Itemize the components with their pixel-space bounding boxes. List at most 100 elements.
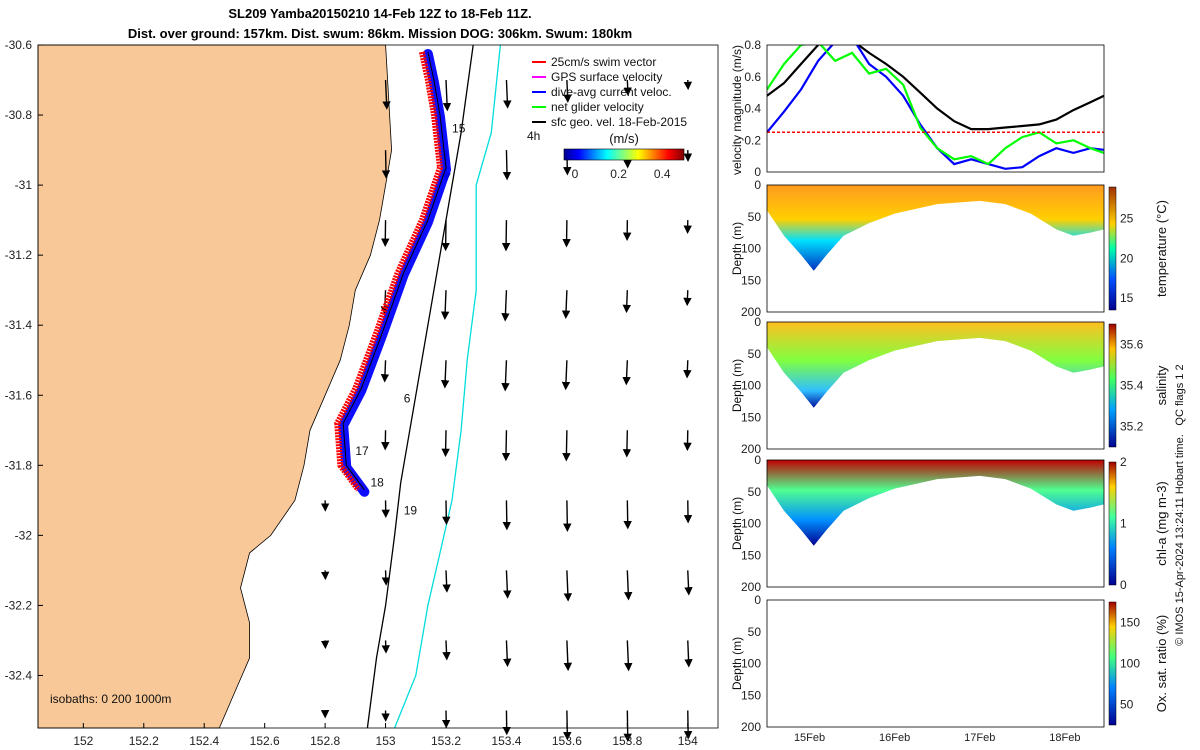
colorbar-axis-label: salinity (1154, 365, 1169, 405)
date-tick-label: 18Feb (1049, 732, 1080, 744)
chart-subtitle: Dist. over ground: 157km. Dist. swum: 86… (127, 26, 633, 41)
depth-tick-label: 0 (754, 453, 761, 467)
geo-velocity-arrow (440, 290, 450, 320)
section-colorbar (1108, 601, 1117, 726)
geo-velocity-arrow (442, 640, 451, 661)
isobath-200m (393, 44, 502, 729)
geo-velocity-arrow (442, 570, 451, 593)
geo-velocity-arrow (563, 79, 572, 103)
section-frame (766, 184, 1105, 313)
geo-velocity-arrow (563, 570, 573, 602)
x-tick-label: 153.6 (552, 734, 582, 748)
colorbar-tick-label: 0 (572, 167, 579, 181)
velocity-frame (766, 44, 1105, 173)
map-frame (37, 44, 719, 729)
y-tick-label: -32 (15, 528, 33, 542)
section-panel-3: 0 50 100 150 200 Depth (m) 50 100 150 Ox. sat. ra… (730, 593, 1169, 744)
x-tick-label: 152 (73, 734, 93, 748)
section-frame (766, 321, 1105, 450)
geo-velocity-arrow (501, 290, 510, 322)
velocity-plot-area (767, 45, 1104, 170)
depth-tick-label: 150 (741, 410, 761, 424)
colorbar-tick-label: 2 (1120, 455, 1127, 469)
velocity-y-tick-label: 0.8 (744, 38, 761, 52)
colorbar-label: (m/s) (609, 131, 639, 146)
map-panel: 15 6 17 18 19 152 152.2 152.4 152.6 152.8 153 153.2… (5, 38, 719, 748)
day-marker-label: 18 (370, 475, 384, 489)
x-tick-label: 153.4 (491, 734, 521, 748)
depth-tick-label: 0 (754, 593, 761, 607)
geo-velocity-arrow (503, 640, 512, 668)
geo-velocity-arrow (563, 640, 573, 672)
geo-velocity-arrow (382, 79, 391, 110)
colorbar-tick-label: 15 (1120, 291, 1134, 305)
section-colorbar (1108, 461, 1117, 586)
geo-velocity-arrow (622, 430, 632, 458)
date-tick-label: 15Feb (794, 732, 825, 744)
depth-tick-label: 50 (748, 347, 762, 361)
velocity-ylabel: velocity magnitude (m/s) (730, 45, 744, 175)
geo-velocity-arrow (622, 360, 631, 386)
legend-label: dive-avg current veloc. (551, 85, 672, 99)
colorbar-tick-label: 1 (1120, 517, 1127, 531)
velocity-y-tick-label: 0 (754, 165, 761, 179)
geo-velocity-arrow (441, 430, 450, 458)
depth-tick-label: 200 (741, 442, 761, 456)
section-panel-0: 0 50 100 150 200 Depth (m) 15 20 25 temperature (… (730, 178, 1169, 319)
colorbar-tick-label: 35.6 (1120, 338, 1144, 352)
colorbar-tick-label: 0.4 (654, 167, 671, 181)
velocity-y-tick-label: 0.2 (744, 133, 761, 147)
colorbar-axis-label: temperature (°C) (1154, 200, 1169, 297)
geo-velocity-arrow (502, 150, 512, 181)
velocity-series-line (767, 45, 1104, 170)
depth-tick-label: 0 (754, 178, 761, 192)
velocity-y-tick-label: 0.4 (744, 102, 761, 116)
legend-label: GPS surface velocity (551, 70, 662, 84)
depth-tick-label: 150 (741, 273, 761, 287)
y-tick-label: -31.8 (5, 458, 33, 472)
x-tick-label: 152.6 (250, 734, 280, 748)
chart-title: SL209 Yamba20150210 14-Feb 12Z to 18-Feb… (228, 6, 532, 21)
y-tick-label: -31 (15, 178, 33, 192)
day-marker-label: 17 (355, 444, 369, 458)
x-tick-label: 153 (376, 734, 396, 748)
geo-velocity-arrow (563, 500, 572, 532)
glider-track-line (342, 51, 447, 491)
section-panel-2: 0 50 100 150 200 Depth (m) 0 1 2 chl-a (mg m-3) (730, 453, 1169, 594)
colorbar-tick-label: 25 (1120, 212, 1134, 226)
y-tick-label: -31.2 (5, 248, 33, 262)
colorbar-axis-label: chl-a (mg m-3) (1154, 481, 1169, 566)
depth-tick-label: 100 (741, 379, 761, 393)
geo-velocity-arrow (683, 360, 692, 379)
geo-velocity-arrow (381, 570, 391, 586)
y-tick-label: -31.4 (5, 318, 33, 332)
section-data-fill (767, 185, 1104, 271)
swim-vector-band (334, 51, 443, 492)
geo-velocity-arrow (561, 290, 571, 319)
depth-tick-label: 100 (741, 517, 761, 531)
geo-velocity-arrow (622, 290, 631, 314)
depth-tick-label: 200 (741, 305, 761, 319)
geo-velocity-arrow (501, 360, 510, 392)
depth-tick-label: 50 (748, 625, 762, 639)
depth-tick-label: 50 (748, 210, 762, 224)
depth-axis-label: Depth (m) (730, 222, 744, 275)
depth-tick-label: 0 (754, 315, 761, 329)
legend-label: 25cm/s swim vector (551, 55, 656, 69)
x-tick-label: 152.2 (129, 734, 159, 748)
geo-velocity-arrow (683, 290, 692, 307)
section-data-fill (767, 460, 1104, 546)
depth-tick-label: 150 (741, 548, 761, 562)
section-data-fill (767, 322, 1104, 408)
geo-velocity-field (320, 79, 693, 743)
depth-tick-label: 150 (741, 688, 761, 702)
y-tick-label: -31.6 (5, 388, 33, 402)
day-marker-label: 6 (404, 391, 411, 405)
isobaths-label: isobaths: 0 200 1000m (50, 692, 171, 706)
day-marker-label: 15 (452, 122, 466, 136)
geo-velocity-arrow (442, 79, 452, 112)
geo-velocity-arrow (501, 430, 511, 462)
